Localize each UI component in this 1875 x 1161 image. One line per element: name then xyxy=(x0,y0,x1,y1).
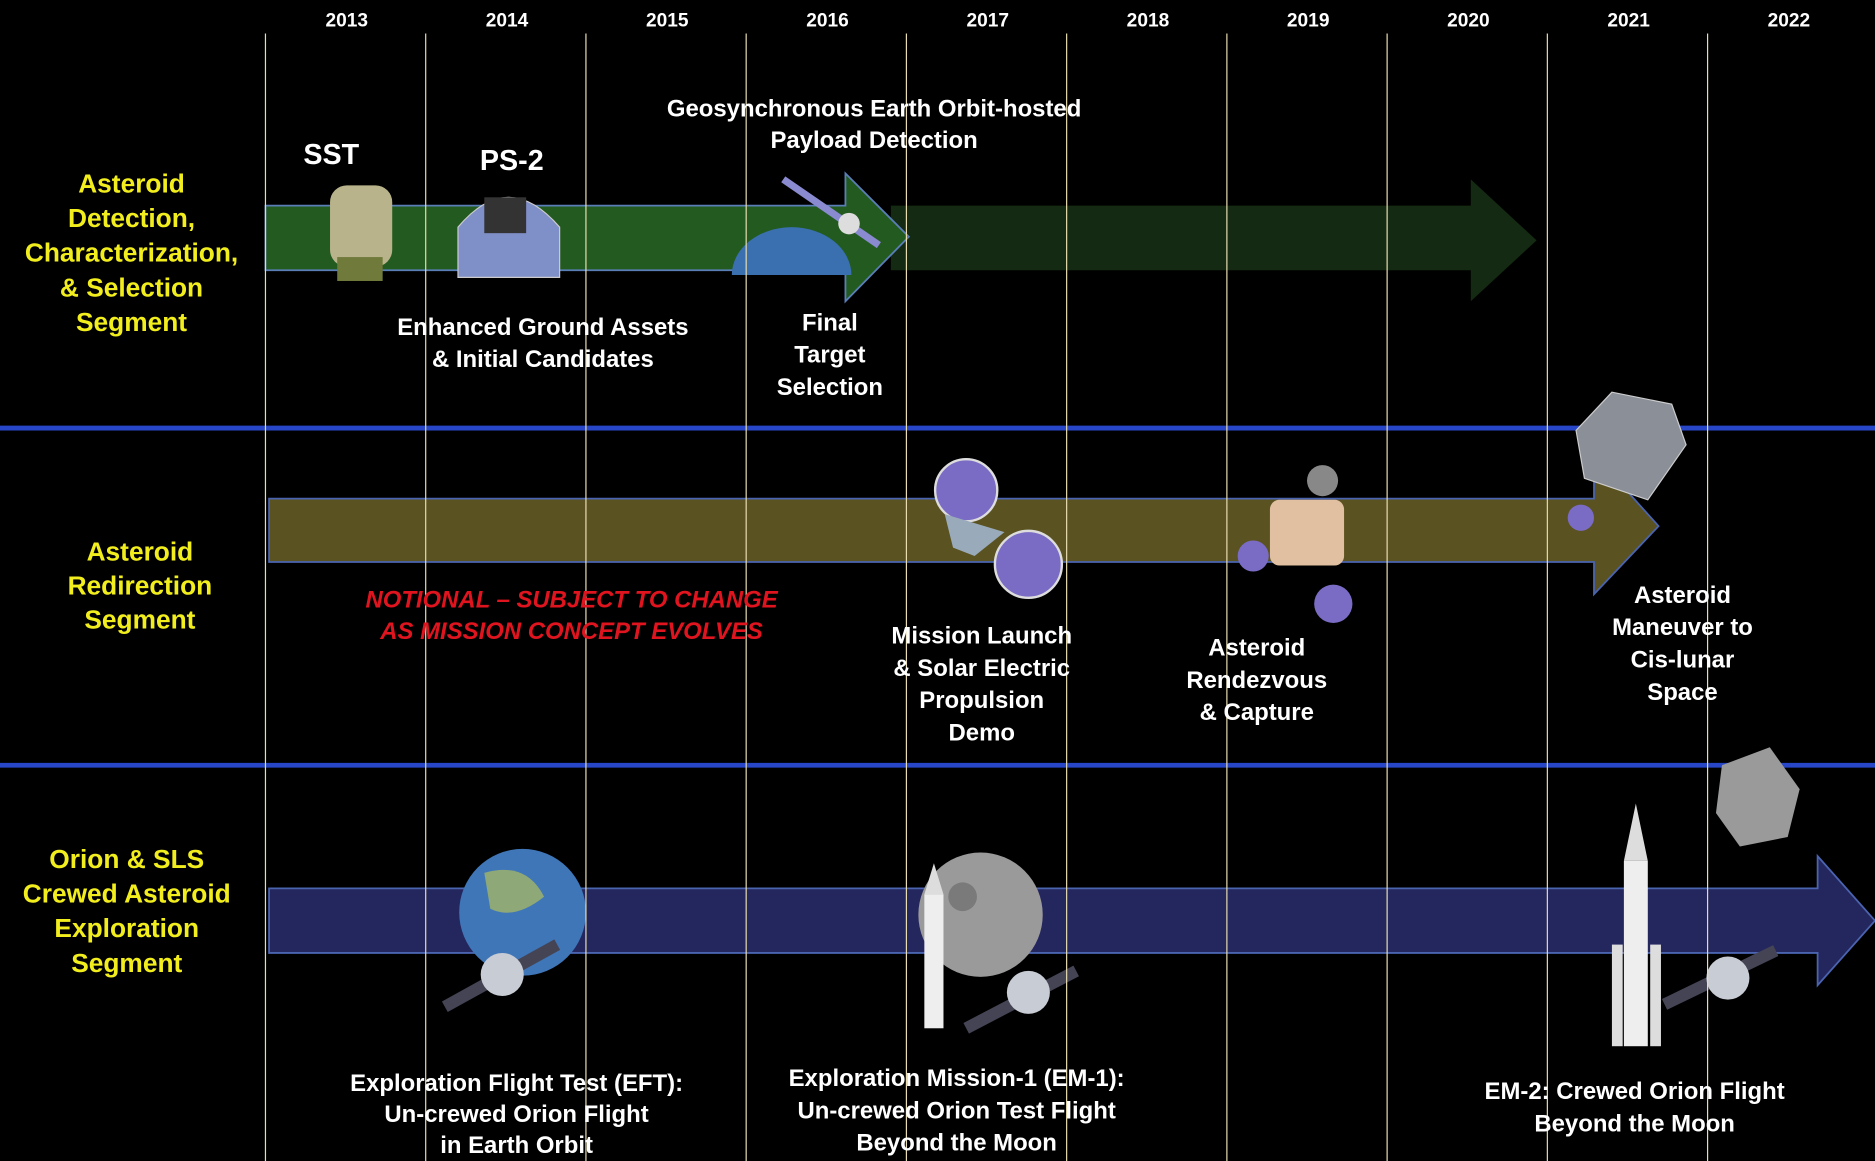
year-label: 2013 xyxy=(326,11,369,32)
milestone-label: Propulsion xyxy=(919,687,1044,714)
milestone-label: Asteroid xyxy=(1634,582,1731,609)
milestone-label: Asteroid xyxy=(1208,635,1305,662)
milestone-label: in Earth Orbit xyxy=(440,1132,593,1159)
segment-title: Characterization, xyxy=(25,238,238,268)
year-label: 2018 xyxy=(1127,11,1170,32)
milestone-label: Mission Launch xyxy=(891,623,1072,650)
segment-title: Segment xyxy=(71,948,182,978)
milestone-label: Beyond the Moon xyxy=(856,1130,1057,1157)
milestone-label: & Initial Candidates xyxy=(432,346,654,373)
segment-title: Segment xyxy=(84,605,195,635)
milestone-label: Un-crewed Orion Test Flight xyxy=(797,1097,1115,1124)
year-label: 2016 xyxy=(806,11,849,32)
milestone-label: & Capture xyxy=(1200,699,1314,726)
year-label: 2015 xyxy=(646,11,689,32)
year-label: 2021 xyxy=(1607,11,1650,32)
milestone-label: PS-2 xyxy=(480,145,544,177)
segment-title: Exploration xyxy=(54,913,199,943)
earth-icon xyxy=(459,849,586,976)
milestone-label: Enhanced Ground Assets xyxy=(397,314,688,341)
milestone-label: Rendezvous xyxy=(1186,667,1327,694)
milestone-label: SST xyxy=(303,139,359,171)
milestone-label: & Solar Electric xyxy=(893,655,1070,682)
segment-title: Asteroid xyxy=(87,537,194,567)
milestone-label: Beyond the Moon xyxy=(1534,1110,1735,1137)
notice: AS MISSION CONCEPT EVOLVES xyxy=(379,618,763,645)
segment-title: & Selection xyxy=(60,272,203,302)
segment-title: Asteroid xyxy=(78,168,185,198)
milestone-label: EM-2: Crewed Orion Flight xyxy=(1485,1078,1785,1105)
milestone-label: Un-crewed Orion Flight xyxy=(384,1101,648,1128)
milestone-label: Exploration Mission-1 (EM-1): xyxy=(789,1065,1125,1092)
segment-title: Orion & SLS xyxy=(49,844,204,874)
segment-title: Crewed Asteroid xyxy=(23,879,231,909)
year-label: 2022 xyxy=(1768,11,1811,32)
milestone-label: Selection xyxy=(777,374,883,401)
milestone-label: Target xyxy=(794,342,865,369)
year-label: 2019 xyxy=(1287,11,1330,32)
notice: NOTIONAL – SUBJECT TO CHANGE xyxy=(365,587,778,614)
milestone-label: Geosynchronous Earth Orbit-hosted xyxy=(667,95,1081,122)
timeline-diagram: 2013 2014 2015 2016 2017 2018 2019 2020 2021 2022… xyxy=(0,0,1875,1161)
year-label: 2020 xyxy=(1447,11,1490,32)
segment-title: Detection, xyxy=(68,203,195,233)
milestone-label: Maneuver to xyxy=(1612,614,1753,641)
milestone-label: Cis-lunar xyxy=(1631,647,1735,674)
year-label: 2014 xyxy=(486,11,529,32)
milestone-label: Final xyxy=(802,309,858,336)
segment-title: Redirection xyxy=(68,571,213,601)
milestone-label: Space xyxy=(1647,679,1717,706)
milestone-label: Exploration Flight Test (EFT): xyxy=(350,1070,683,1097)
segment-title: Segment xyxy=(76,307,187,337)
milestone-label: Payload Detection xyxy=(770,127,977,154)
milestone-label: Demo xyxy=(949,719,1015,746)
page: 2013 2014 2015 2016 2017 2018 2019 2020 2021 2022… xyxy=(0,0,1875,1161)
year-label: 2017 xyxy=(966,11,1009,32)
